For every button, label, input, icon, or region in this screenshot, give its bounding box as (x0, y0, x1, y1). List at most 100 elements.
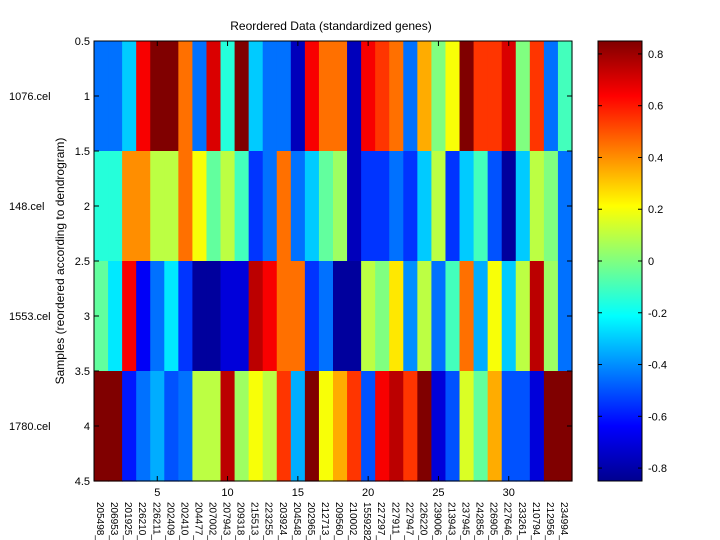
heatmap-cell (361, 371, 376, 482)
heatmap-cell (333, 371, 348, 482)
row-label: 1553.cel (9, 311, 51, 323)
heatmap-cell (333, 41, 348, 152)
heatmap-cell (178, 371, 194, 482)
heatmap-cell (389, 41, 404, 152)
colorbar-tick-label: -0.2 (648, 308, 667, 320)
heatmap-cell (318, 41, 334, 152)
heatmap-cell (248, 371, 264, 482)
column-label: 202410_ (178, 502, 189, 540)
heatmap-cell (333, 151, 348, 262)
heatmap-cell (459, 151, 475, 262)
column-label: 227947_ (403, 502, 414, 540)
heatmap-cell (276, 371, 292, 482)
y-tick-label: 1 (84, 91, 90, 103)
heatmap-cell (178, 151, 194, 262)
heatmap-cell (318, 151, 334, 262)
heatmap-cell (347, 261, 362, 372)
column-label: 237945_ (460, 502, 471, 540)
heatmap-cell (192, 41, 208, 152)
heatmap-cell (150, 371, 165, 482)
heatmap-cell (403, 41, 418, 152)
y-tick-label: 4.5 (75, 476, 90, 488)
heatmap-cell (487, 41, 503, 152)
heatmap-cell (206, 371, 222, 482)
heatmap-cell (108, 261, 123, 372)
column-label: 226905_ (488, 502, 499, 540)
column-label: 212956_ (544, 502, 555, 540)
heatmap-cell (445, 371, 461, 482)
heatmap-cell (473, 151, 489, 262)
column-label: 207002_ (207, 502, 218, 540)
heatmap-cell (375, 41, 390, 152)
heatmap-cell (318, 371, 334, 482)
row-label: 1780.cel (9, 421, 51, 433)
heatmap-cell (389, 151, 404, 262)
heatmap-cell (375, 261, 390, 372)
heatmap-cell (459, 371, 475, 482)
colorbar-tick-label: 0.4 (648, 152, 663, 164)
heatmap-cell (389, 261, 404, 372)
colorbar-tick-label: 0 (648, 256, 654, 268)
heatmap-cell (164, 151, 179, 262)
heatmap-cell (108, 41, 123, 152)
y-ticks: 0.5 1 1.5 2 2.5 3 3.5 4 4.5 (75, 36, 572, 488)
heatmap-cell (318, 261, 334, 372)
heatmap-cell (276, 41, 292, 152)
y-tick-label: 2.5 (75, 256, 90, 268)
heatmap-cell (473, 371, 489, 482)
column-label: 227646_ (502, 502, 513, 540)
heatmap-cell (276, 261, 292, 372)
column-label: 239006_ (431, 502, 442, 540)
y-tick-label: 3 (84, 311, 90, 323)
heatmap-cell (206, 41, 222, 152)
heatmap-cell (515, 371, 531, 482)
column-label: 206953_ (108, 502, 119, 540)
heatmap-cell (515, 41, 531, 152)
heatmap-cell (417, 261, 433, 372)
heatmap-cell (122, 261, 137, 372)
heatmap-cell (206, 151, 222, 262)
heatmap-cell (501, 151, 517, 262)
heatmap-cell (136, 261, 151, 372)
heatmap-cell (487, 261, 503, 372)
column-label: 210794_ (530, 502, 541, 540)
heatmap-cell (529, 151, 545, 262)
heatmap-cell (333, 261, 348, 372)
heatmap-cell (501, 371, 517, 482)
heatmap-cell (473, 261, 489, 372)
heatmap-cell (375, 151, 390, 262)
heatmap-cell (122, 151, 137, 262)
heatmap-cell (543, 41, 559, 152)
heatmap-cell (122, 41, 137, 152)
heatmap-cell (164, 41, 179, 152)
row-labels: 1076.cel 148.cel 1553.cel 1780.cel (9, 91, 51, 433)
colorbar-tick-label: -0.8 (648, 463, 667, 475)
y-axis-label: Samples (reordered according to dendrogr… (53, 138, 67, 385)
heatmap-cell (248, 41, 264, 152)
column-label: 227297_ (375, 502, 386, 540)
column-label: 242856_ (474, 502, 485, 540)
heatmap-cell (557, 371, 573, 482)
heatmap-cell (445, 261, 461, 372)
colorbar-tick-label: 0.6 (648, 101, 663, 113)
heatmap-cell (262, 371, 278, 482)
heatmap-cell (150, 151, 165, 262)
heatmap-cell (276, 151, 292, 262)
column-label: 201925_ (122, 502, 133, 540)
column-label: 1559282_ (361, 502, 372, 540)
heatmap-cell (543, 371, 559, 482)
y-tick-label: 1.5 (75, 146, 90, 158)
heatmap-cell (94, 261, 109, 372)
heatmap-cell (557, 261, 573, 372)
heatmap-cell (164, 261, 179, 372)
heatmap-cell (234, 151, 250, 262)
heatmap-cell (375, 371, 390, 482)
heatmap-cell (431, 261, 447, 372)
column-label: 210002_ (347, 502, 358, 540)
heatmap-cells (94, 41, 573, 482)
heatmap-cell (347, 151, 362, 262)
heatmap-cell (543, 261, 559, 372)
heatmap-cell (234, 41, 250, 152)
y-tick-label: 4 (84, 421, 90, 433)
heatmap-cell (192, 151, 208, 262)
